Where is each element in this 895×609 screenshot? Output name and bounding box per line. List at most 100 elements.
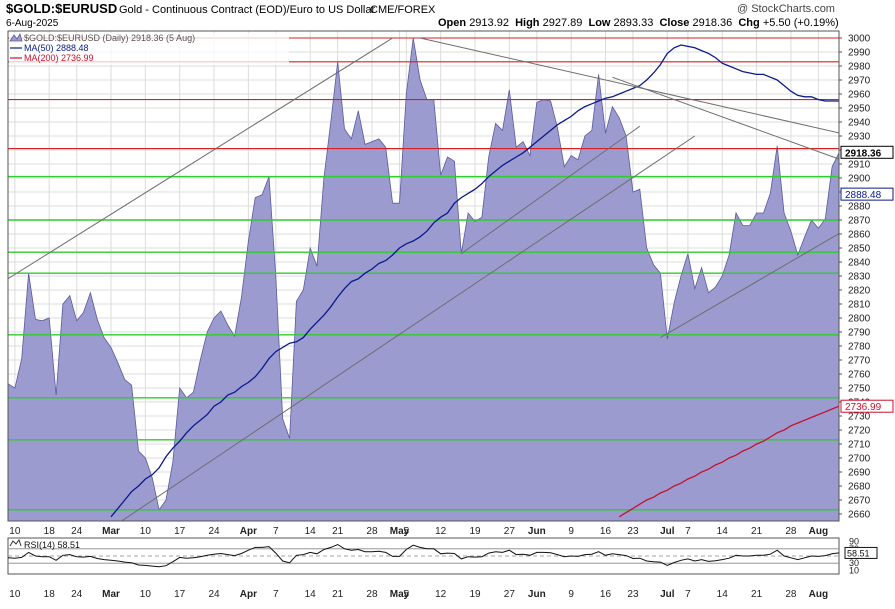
y-tick-label: 2660 <box>848 510 871 521</box>
y-tick-label: 2900 <box>848 174 871 185</box>
y-tick-label: 3000 <box>848 34 871 45</box>
chg-value: +5.50 (+0.19%) <box>762 17 839 29</box>
trendline <box>8 37 393 280</box>
rsi-x-tick-label: 28 <box>785 589 797 600</box>
x-tick-label: 14 <box>305 526 317 537</box>
rsi-x-tick-label: 28 <box>366 589 378 600</box>
x-tick-label: 12 <box>435 526 447 537</box>
y-tick-label: 2750 <box>848 384 871 395</box>
price-area <box>8 38 839 521</box>
rsi-x-tick-label: Jun <box>528 589 546 600</box>
y-tick-label: 2930 <box>848 132 871 143</box>
legend-ma50: MA(50) 2888.48 <box>24 43 89 53</box>
price-line <box>8 37 839 511</box>
area-legend-icon <box>9 33 23 42</box>
rsi-x-tick-label: 9 <box>568 589 574 600</box>
rsi-x-tick-label: 24 <box>71 589 83 600</box>
rsi-x-tick-label: 7 <box>685 589 691 600</box>
y-tick-label: 2710 <box>848 440 871 451</box>
trendline <box>460 125 641 255</box>
y-tick-label: 2770 <box>848 356 871 367</box>
price-tag-box <box>840 145 894 159</box>
x-tick-label: 21 <box>751 526 763 537</box>
chart-description: Gold - Continuous Contract (EOD)/Euro to… <box>119 4 376 16</box>
x-tick-label: 21 <box>332 526 344 537</box>
y-tick-label: 2790 <box>848 328 871 339</box>
price-tag-label: 2918.36 <box>845 148 882 159</box>
rsi-value-label: 58.51 <box>847 548 870 558</box>
y-tick-label: 2720 <box>848 426 871 437</box>
rsi-x-tick-label: 21 <box>332 589 344 600</box>
rsi-x-tick-label: 24 <box>208 589 220 600</box>
trendline <box>612 76 839 160</box>
y-tick-label: 2730 <box>848 412 871 423</box>
y-tick-label: 2990 <box>848 48 871 59</box>
rsi-value-tag <box>844 546 878 559</box>
x-tick-label: 7 <box>273 526 279 537</box>
ma200-line <box>618 405 839 518</box>
x-tick-label: 18 <box>44 526 56 537</box>
price-tag-label: 2736.99 <box>845 402 882 413</box>
close-value: 2918.36 <box>692 17 733 29</box>
rsi-x-tick-label: 7 <box>273 589 279 600</box>
rsi-x-tick-label: 18 <box>44 589 56 600</box>
x-tick-label: Apr <box>240 526 257 537</box>
y-tick-label: 2810 <box>848 300 871 311</box>
chart-legend: $GOLD:$EURUSD (Daily) 2918.36 (5 Aug) MA… <box>9 33 289 65</box>
x-tick-label: May <box>390 526 410 537</box>
y-tick-label: 2670 <box>848 496 871 507</box>
price-area-layer <box>8 37 839 521</box>
moving-averages <box>110 44 839 518</box>
legend-ma200: MA(200) 2736.99 <box>24 53 94 63</box>
chart-symbol: $GOLD:$EURUSD <box>6 1 118 16</box>
rsi-x-tick-label: 10 <box>9 589 21 600</box>
rsi-x-tick-label: 12 <box>435 589 447 600</box>
chart-date: 6-Aug-2025 <box>6 18 59 29</box>
x-tick-label: 19 <box>469 526 481 537</box>
x-axis: 10 10 18 18 24 24 Mar Mar 10 10 17 17 24 24 Apr Apr 7 7 14… <box>9 526 828 600</box>
high-value: 2927.89 <box>542 17 583 29</box>
x-tick-label: Mar <box>102 526 120 537</box>
x-tick-label: 9 <box>568 526 574 537</box>
y-tick-label: 2940 <box>848 118 871 129</box>
rsi-x-tick-label: 14 <box>305 589 317 600</box>
trendlines <box>8 37 839 521</box>
rsi-x-tick-label: 5 <box>404 589 410 600</box>
chart-exchange: CME/FOREX <box>370 4 436 16</box>
x-tick-label: Jul <box>660 526 675 537</box>
rsi-x-tick-label: Mar <box>102 589 120 600</box>
x-tick-label: 28 <box>366 526 378 537</box>
x-tick-label: 10 <box>140 526 152 537</box>
open-value: 2913.92 <box>469 17 509 29</box>
rsi-tick-label: 10 <box>849 565 859 575</box>
x-tick-label: 5 <box>404 526 410 537</box>
rsi-x-tick-label: Aug <box>809 589 828 600</box>
x-tick-label: 7 <box>685 526 691 537</box>
stockcharts-watermark: @ StockCharts.com <box>737 3 835 15</box>
rsi-legend-label: RSI(14) 58.51 <box>24 540 80 550</box>
y-tick-label: 2970 <box>848 76 871 87</box>
rsi-x-tick-label: Apr <box>240 589 257 600</box>
rsi-x-tick-label: 19 <box>469 589 481 600</box>
y-tick-label: 2840 <box>848 258 871 269</box>
y-tick-label: 2850 <box>848 244 871 255</box>
close-label: Close <box>659 17 690 29</box>
x-tick-label: 17 <box>174 526 186 537</box>
legend-price: $GOLD:$EURUSD (Daily) 2918.36 (5 Aug) <box>24 33 195 43</box>
x-tick-label: 28 <box>785 526 797 537</box>
y-tick-label: 2690 <box>848 468 871 479</box>
x-tick-label: Aug <box>809 526 828 537</box>
y-tick-label: 2980 <box>848 62 871 73</box>
rsi-tick-label: 30 <box>849 558 859 568</box>
rsi-tick-label: 90 <box>849 537 859 547</box>
x-tick-label: 24 <box>208 526 220 537</box>
y-tick-label: 2960 <box>848 90 871 101</box>
trendline <box>120 135 696 521</box>
rsi-x-tick-label: 17 <box>174 589 186 600</box>
ohlc-readout: Open 2913.92 High 2927.89 Low 2893.33 Cl… <box>438 17 839 29</box>
rsi-x-tick-label: May <box>390 589 410 600</box>
price-tag-box <box>840 187 894 201</box>
